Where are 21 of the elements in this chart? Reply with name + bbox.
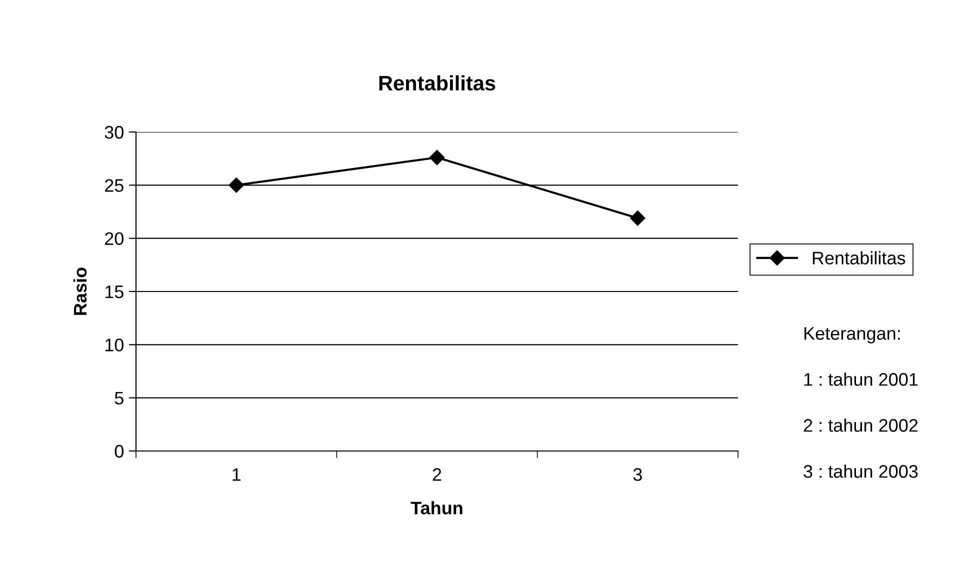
text: 3 : tahun 2003: [804, 464, 918, 478]
x-tick-label: 1: [232, 468, 240, 481]
text: Keterangan:: [804, 327, 900, 344]
y-tick-label: 0: [114, 444, 124, 458]
y-tick-label: 15: [105, 286, 124, 298]
y-tick-label: 30: [104, 126, 124, 139]
y-tick-label: 5: [114, 392, 124, 405]
x-axis-title: Tahun: [410, 501, 462, 514]
y-tick-label: 25: [105, 179, 124, 192]
text: 1 : tahun 2001: [804, 372, 918, 386]
y-tick-label: 10: [105, 338, 124, 352]
chart-title: Rentabilitas: [379, 75, 496, 91]
y-tick-label: 20: [105, 232, 124, 246]
text: 2 : tahun 2002: [804, 418, 918, 432]
legend-label: Rentabilitas: [812, 251, 906, 264]
x-tick-label: 2: [432, 468, 442, 481]
point: [228, 178, 244, 193]
point: [429, 150, 445, 166]
y-axis-title: Rasio: [73, 268, 87, 315]
x-tick-label: 3: [633, 468, 642, 481]
point: [630, 210, 646, 226]
